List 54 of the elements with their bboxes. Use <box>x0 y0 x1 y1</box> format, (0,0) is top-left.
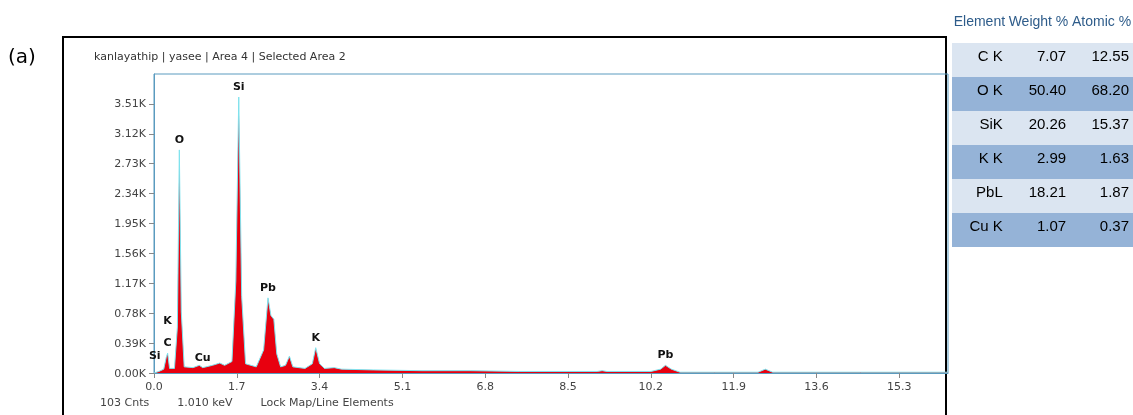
annotation: K <box>163 314 173 328</box>
x-tick-label: 8.5 <box>559 380 577 393</box>
annotation: O <box>174 132 185 146</box>
series-label: Atomic % <box>1071 12 1133 31</box>
data-label: 0.37 <box>1070 213 1133 247</box>
text: (a) <box>8 44 36 68</box>
y-tick-label: 2.73K <box>114 157 147 171</box>
data-label: 20.26 <box>1006 111 1071 145</box>
y-tick-label: 1.17K <box>114 276 147 290</box>
y-tick-label: 1.95K <box>114 217 147 230</box>
chart-title: kanlayathip | yasee | Area 4 | Selected Area 2 <box>94 50 346 63</box>
x-tick-label: 11.9 <box>721 380 746 393</box>
data-label: 1.87 <box>1070 179 1133 213</box>
category-label: O K <box>952 77 1007 111</box>
x-tick-label: 15.3 <box>887 380 912 393</box>
text: 103 Cnts <box>100 396 150 409</box>
text: Lock Map/Line Elements <box>260 396 394 409</box>
annotation: K <box>311 330 321 344</box>
category-label: SiK <box>952 111 1007 145</box>
data-label: 1.07 <box>1006 213 1071 247</box>
category-label: PbL <box>952 179 1007 213</box>
text: Element <box>952 12 1007 31</box>
y-tick-label: 0.39K <box>114 336 147 350</box>
y-tick-label: 1.56K <box>114 246 147 260</box>
x-tick-label: 6.8 <box>476 380 494 393</box>
data-label: 12.55 <box>1070 43 1133 77</box>
annotation: Cu <box>194 350 211 364</box>
y-tick-label: 3.12K <box>114 127 147 141</box>
x-tick-label: 13.6 <box>804 380 829 393</box>
x-tick-label: 0.0 <box>145 380 163 393</box>
data-label: 68.20 <box>1070 77 1133 111</box>
data-label: 2.99 <box>1006 145 1071 179</box>
annotation: Si <box>232 80 245 93</box>
y-tick-label: 0.00K <box>114 366 147 380</box>
annotation: Pb <box>657 348 674 362</box>
annotation: C <box>163 336 172 350</box>
x-tick-label: 10.2 <box>638 380 664 393</box>
annotation: Pb <box>260 280 277 294</box>
category-label: Cu K <box>952 213 1007 247</box>
category-label: C K <box>952 43 1007 77</box>
y-tick-label: 0.78K <box>114 306 147 320</box>
x-tick-label: 3.4 <box>310 380 329 393</box>
y-tick-label: 3.51K <box>114 97 147 111</box>
data-label: 15.37 <box>1070 111 1133 145</box>
x-tick-label: 5.1 <box>393 380 412 393</box>
x-tick-label: 1.7 <box>228 380 246 393</box>
data-label: 18.21 <box>1006 179 1071 213</box>
series-label: Weight % <box>1007 12 1070 31</box>
data-label: 50.40 <box>1006 77 1071 111</box>
category-label: K K <box>952 145 1007 179</box>
data-label: 7.07 <box>1006 43 1071 77</box>
data-label: 1.63 <box>1070 145 1133 179</box>
y-tick-label: 2.34K <box>114 187 147 201</box>
text: 1.010 keV <box>177 396 233 409</box>
